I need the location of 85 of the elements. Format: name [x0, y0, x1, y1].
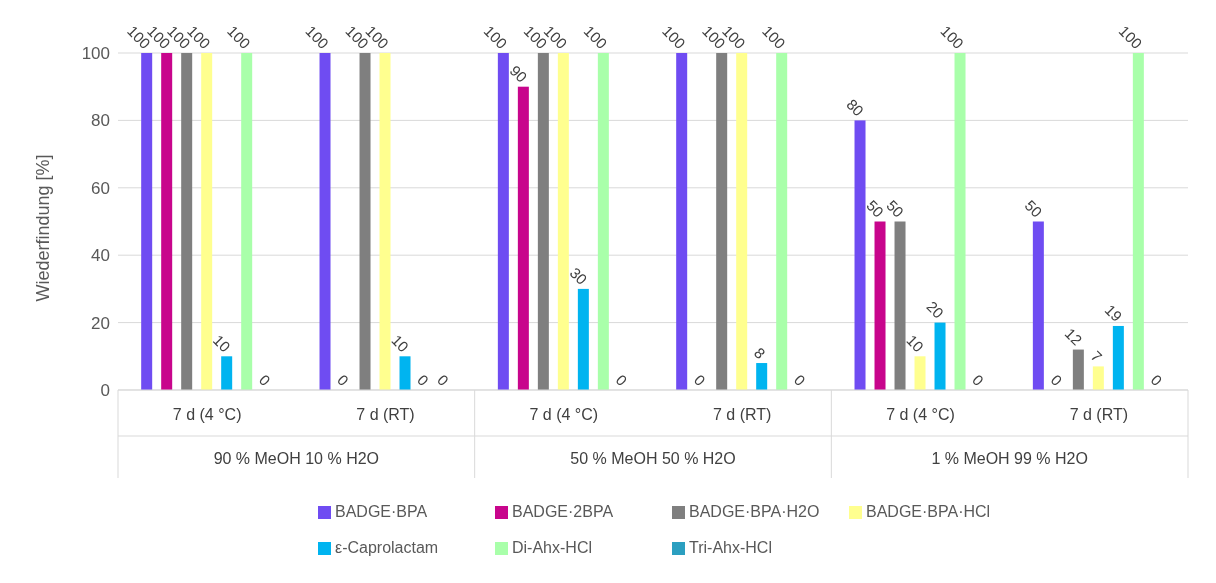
bar: [161, 53, 173, 390]
data-label: 10: [209, 331, 234, 356]
y-axis-title: Wiederfindung [%]: [33, 154, 54, 302]
bar: [736, 53, 748, 390]
x-tick-label: 7 d (4 °C): [529, 406, 599, 423]
bar: [934, 322, 946, 390]
y-tick-label: 60: [91, 178, 110, 198]
x-tick-label: 7 d (4 °C): [886, 406, 955, 423]
bar: [359, 53, 371, 390]
y-tick-label: 100: [81, 44, 110, 64]
y-tick-label: 80: [91, 111, 110, 131]
data-label: 100: [580, 22, 611, 52]
bar: [517, 86, 529, 390]
bar: [1132, 53, 1144, 390]
bar: [1032, 221, 1044, 390]
x-tick-label: 7 d (RT): [712, 406, 772, 423]
bar: [399, 356, 411, 390]
bar: [1092, 366, 1104, 390]
legend-label: Tri-Ahx-HCl: [689, 538, 773, 558]
data-label: 100: [224, 22, 254, 52]
bar: [319, 53, 331, 390]
data-label: 100: [480, 22, 511, 52]
data-label: 10: [388, 331, 413, 356]
bar: [894, 221, 906, 390]
x-tick-label: 7 d (RT): [356, 406, 415, 423]
data-label: 30: [566, 264, 591, 288]
data-label: 0: [434, 371, 453, 389]
bar: [221, 356, 233, 390]
bar: [557, 53, 569, 390]
bar: [497, 53, 509, 390]
y-tick-label: 0: [100, 381, 110, 401]
bar: [874, 221, 886, 390]
data-label: 7: [1087, 347, 1106, 366]
data-label: 0: [969, 371, 988, 389]
bar: [914, 356, 926, 390]
y-tick-label: 20: [91, 313, 110, 333]
bar: [201, 53, 213, 390]
legend-label: Di-Ahx-HCl: [512, 538, 593, 558]
bar: [954, 53, 966, 390]
text: 1 % MeOH 99 % H2O: [931, 450, 1088, 467]
data-label: 0: [1047, 371, 1066, 389]
data-label: 19: [1101, 301, 1126, 325]
data-label: 0: [334, 371, 353, 389]
legend-label: BADGE·BPA·HCl: [866, 502, 992, 522]
data-label: 80: [843, 95, 868, 120]
data-label: 20: [923, 297, 948, 322]
text: 50 % MeOH 50 % H2O: [570, 450, 736, 467]
data-label: 0: [1147, 371, 1166, 389]
data-label: 12: [1061, 324, 1086, 349]
bar: [141, 53, 153, 390]
data-label: 0: [255, 371, 274, 389]
data-label: 100: [937, 22, 968, 52]
x-tick-label: 7 d (4 °C): [172, 406, 242, 423]
bar: [716, 53, 728, 390]
data-label: 100: [302, 22, 333, 52]
y-tick-label: 40: [91, 246, 110, 266]
legend-label: ε-Caprolactam: [335, 538, 440, 558]
data-label: 0: [414, 371, 433, 389]
data-label: 0: [690, 371, 709, 389]
bar: [756, 363, 768, 390]
bar: [577, 288, 589, 390]
data-label: 90: [506, 61, 531, 86]
data-label: 0: [790, 371, 809, 389]
bar: [1112, 325, 1124, 390]
legend-label: BADGE·BPA·H2O: [689, 502, 821, 522]
bar: [854, 120, 866, 390]
bar: [676, 53, 688, 390]
data-label: 8: [750, 344, 769, 362]
legend-label: BADGE·2BPA: [512, 502, 615, 522]
data-label: 50: [1021, 196, 1046, 221]
text: 90 % MeOH 10 % H2O: [213, 450, 380, 467]
data-label: 10: [903, 331, 928, 356]
data-label: 100: [659, 22, 689, 52]
x-tick-label: 7 d (RT): [1069, 406, 1129, 423]
legend-label: BADGE·BPA: [335, 502, 429, 522]
data-label: 100: [1115, 22, 1146, 52]
bar: [1072, 349, 1084, 390]
bar: [537, 53, 549, 390]
bar: [241, 53, 253, 390]
data-label: 0: [612, 371, 631, 389]
bar: [597, 53, 609, 390]
bar: [776, 53, 788, 390]
data-label: 100: [759, 22, 789, 52]
bar: [181, 53, 193, 390]
bar: [379, 53, 391, 390]
